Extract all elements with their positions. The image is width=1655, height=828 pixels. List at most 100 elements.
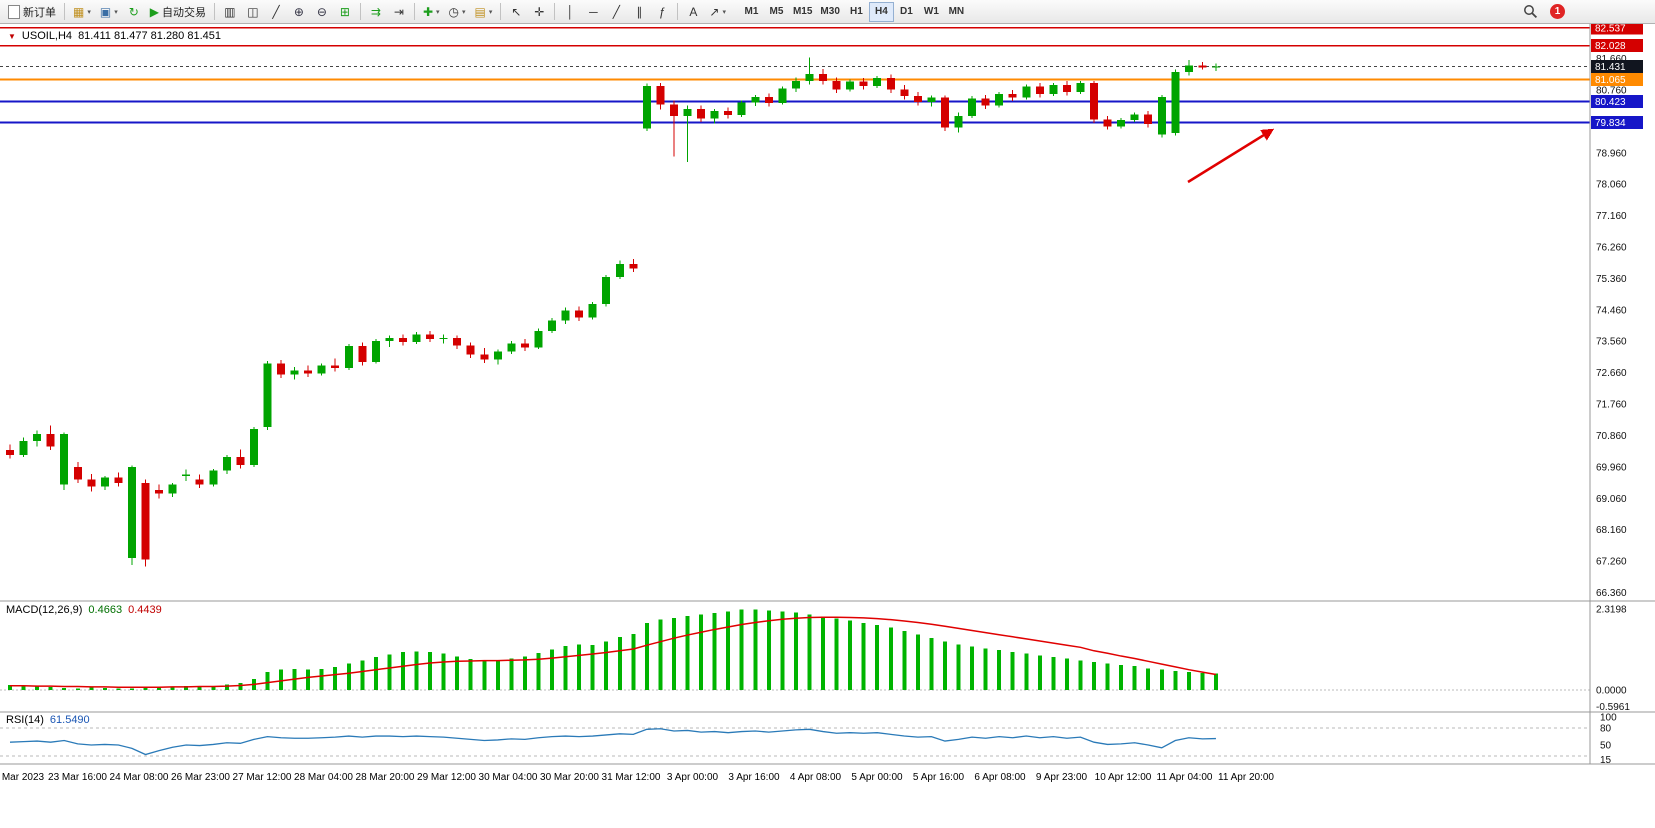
macd-histogram-bar <box>143 687 148 690</box>
zoom-in-icon: ⊕ <box>293 4 304 19</box>
macd-histogram-bar <box>468 659 473 690</box>
search-icon[interactable] <box>1523 4 1538 19</box>
auto-scroll-button[interactable]: ⇉ <box>365 2 387 22</box>
zoom-out-button[interactable]: ⊖ <box>311 2 333 22</box>
timeframe-h4-button[interactable]: H4 <box>868 1 894 22</box>
timeframe-m5-button[interactable]: M5 <box>764 2 789 22</box>
macd-histogram-bar <box>1119 664 1124 690</box>
price-chart[interactable]: 81.66080.76079.86078.96078.06077.16076.2… <box>0 24 1655 828</box>
indicators-button[interactable]: ✚ ▾ <box>419 2 444 22</box>
horizontal-line-tool-button[interactable]: ─ <box>582 2 604 22</box>
templates-button[interactable]: ▤ ▾ <box>471 2 497 22</box>
trendline-tool-button[interactable]: ╱ <box>605 2 627 22</box>
notification-badge[interactable]: 1 <box>1550 4 1565 19</box>
macd-histogram-bar <box>495 659 500 690</box>
refresh-button[interactable]: ↻ <box>123 2 145 22</box>
candle-body <box>209 470 218 485</box>
macd-histogram-bar <box>509 658 514 690</box>
toolbar-separator <box>64 3 65 20</box>
candle-body <box>548 320 556 331</box>
new-order-icon <box>8 4 20 19</box>
bar-chart-mode-button[interactable]: ▥ <box>219 2 241 22</box>
timeframe-m15-button[interactable]: M15 <box>789 2 816 22</box>
price-axis-label: 70.860 <box>1596 431 1627 442</box>
candle-body <box>222 456 231 471</box>
macd-histogram-bar <box>238 683 243 690</box>
candle-body <box>1198 65 1207 68</box>
line-chart-mode-button[interactable]: ╱ <box>265 2 287 22</box>
macd-histogram-bar <box>346 663 351 690</box>
profiles-button[interactable]: ▣ ▾ <box>96 2 122 22</box>
macd-histogram-bar <box>102 687 107 690</box>
macd-histogram-bar <box>712 613 717 690</box>
candle-body <box>100 477 109 487</box>
trendline-icon: ╱ <box>612 4 620 19</box>
price-badge-text: 81.065 <box>1595 75 1626 86</box>
timeframe-w1-button[interactable]: W1 <box>919 2 944 22</box>
macd-histogram-bar <box>739 609 744 690</box>
fibonacci-tool-button[interactable]: ƒ <box>651 2 673 22</box>
channel-tool-button[interactable]: ∥ <box>628 2 650 22</box>
candle-body <box>1049 85 1058 95</box>
timeframe-h1-button[interactable]: H1 <box>844 2 869 22</box>
timeframe-m1-button[interactable]: M1 <box>739 2 764 22</box>
zoom-in-button[interactable]: ⊕ <box>288 2 310 22</box>
timeframe-mn-button[interactable]: MN <box>944 2 969 22</box>
chart-expand-icon[interactable]: ▼ <box>8 32 16 41</box>
refresh-icon: ↻ <box>128 4 139 19</box>
chart-area[interactable]: 81.66080.76079.86078.96078.06077.16076.2… <box>0 24 1655 828</box>
candle-chart-mode-button[interactable]: ◫ <box>242 2 264 22</box>
price-badge-text: 79.834 <box>1595 118 1626 129</box>
price-badge <box>1591 72 1643 86</box>
macd-histogram-bar <box>983 648 988 690</box>
timeframe-d1-button[interactable]: D1 <box>894 2 919 22</box>
candle-body <box>954 115 963 128</box>
candle-body <box>778 88 787 104</box>
text-tool-button[interactable]: A <box>682 2 704 22</box>
macd-histogram-bar <box>956 644 961 690</box>
new-chart-button[interactable]: ▦ ▾ <box>69 2 95 22</box>
candlestick-icon: ◫ <box>247 4 259 19</box>
macd-histogram-bar <box>373 657 378 690</box>
macd-histogram-bar <box>414 651 419 690</box>
time-axis-label: 11 Apr 04:00 <box>1157 772 1213 783</box>
candle-body <box>615 263 624 278</box>
cursor-tool-button[interactable]: ↖ <box>505 2 527 22</box>
candle-body <box>913 96 922 102</box>
macd-histogram-bar <box>1078 660 1083 690</box>
cursor-icon: ↖ <box>511 4 522 19</box>
candle-body <box>385 337 394 342</box>
candle-body <box>331 365 340 368</box>
macd-histogram-bar <box>848 620 853 690</box>
price-axis-label: 73.560 <box>1596 337 1627 348</box>
add-indicator-icon: ✚ <box>422 4 434 19</box>
autotrade-button[interactable]: ▶ 自动交易 <box>146 2 210 22</box>
candle-body <box>886 78 895 90</box>
timeframe-m30-button[interactable]: M30 <box>816 2 843 22</box>
new-order-button[interactable]: 新订单 <box>4 2 60 22</box>
periods-button[interactable]: ◷ ▾ <box>445 2 470 22</box>
candle-body <box>683 108 692 116</box>
macd-histogram-bar <box>8 685 12 690</box>
candle-body <box>629 263 638 269</box>
macd-histogram-bar <box>536 652 541 690</box>
price-badge <box>1591 60 1643 74</box>
tile-windows-icon: ⊞ <box>339 4 350 19</box>
chart-shift-button[interactable]: ⇥ <box>388 2 410 22</box>
macd-histogram-bar <box>211 685 216 690</box>
candle-body <box>940 97 949 128</box>
macd-histogram-bar <box>1010 652 1015 690</box>
macd-histogram-bar <box>170 686 175 690</box>
chevron-down-icon: ▾ <box>462 8 466 16</box>
tile-windows-button[interactable]: ⊞ <box>334 2 356 22</box>
horizontal-line-icon: ─ <box>589 4 598 19</box>
candle-body <box>656 85 665 105</box>
arrows-tool-button[interactable]: ↗ ▾ <box>705 2 730 22</box>
time-axis-label: 23 Mar 2023 <box>0 772 45 783</box>
crosshair-tool-button[interactable]: ✛ <box>528 2 550 22</box>
time-axis-label: 29 Mar 12:00 <box>417 772 476 783</box>
price-axis-label: 69.060 <box>1596 494 1627 505</box>
vertical-line-tool-button[interactable]: │ <box>559 2 581 22</box>
macd-histogram-bar <box>333 666 338 690</box>
toolbar-separator <box>554 3 556 20</box>
